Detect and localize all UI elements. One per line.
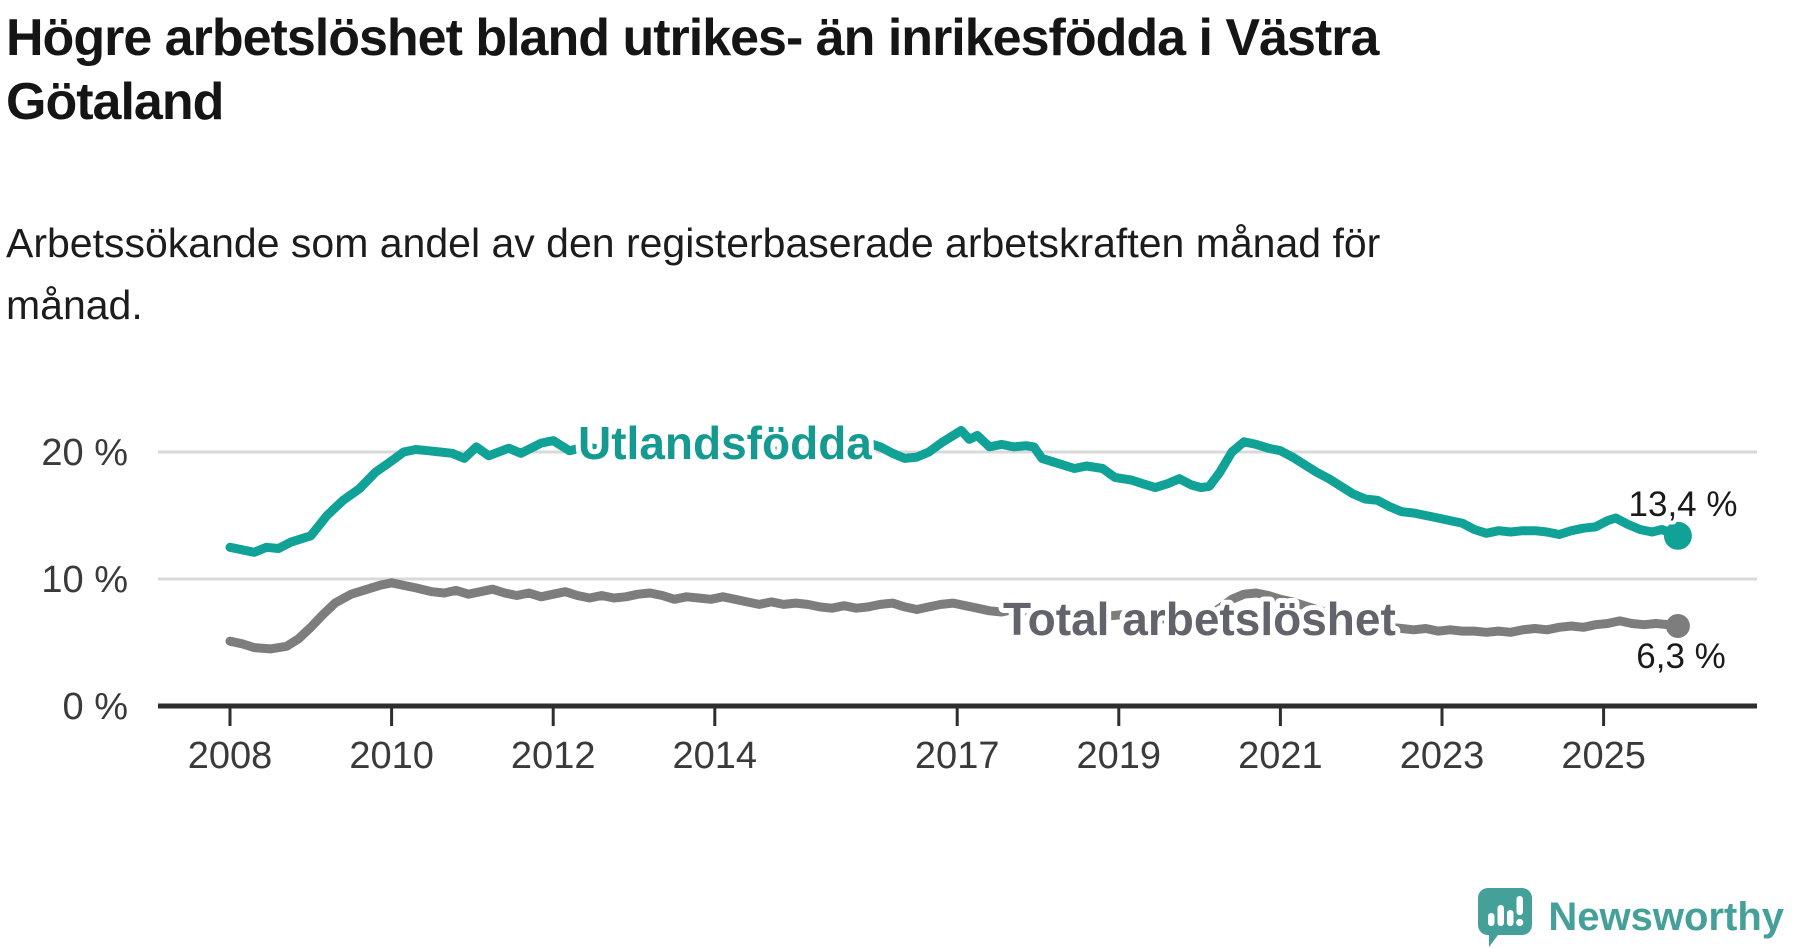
title-line-1: Högre arbetslöshet bland utrikes- än inr… xyxy=(6,9,1379,67)
subtitle-line-2: månad. xyxy=(6,282,143,328)
end-dot-1 xyxy=(1665,614,1690,638)
x-tick-label-2023: 2023 xyxy=(1400,735,1485,777)
newsworthy-logo-text: Newsworthy xyxy=(1548,894,1784,939)
title-line-2: Götaland xyxy=(6,73,224,131)
y-tick-label-20: 20 % xyxy=(41,432,128,474)
x-tick-label-2012: 2012 xyxy=(511,735,596,777)
y-axis-labels: 20 % 10 % 0 % xyxy=(41,432,128,728)
series-line-1 xyxy=(225,578,1683,654)
x-tick-label-2021: 2021 xyxy=(1238,735,1323,777)
newsworthy-logo: Newsworthy xyxy=(1476,886,1784,948)
x-tick-label-2025: 2025 xyxy=(1561,735,1646,777)
end-value-label-utlandsfodda: 13,4 % xyxy=(1629,485,1738,524)
chart-subtitle: Arbetssökande som andel av den registerb… xyxy=(6,212,1686,336)
x-tick-label-2008: 2008 xyxy=(188,735,273,777)
end-point-markers xyxy=(1663,521,1692,638)
x-tick-label-2014: 2014 xyxy=(673,735,758,777)
x-tick-label-2019: 2019 xyxy=(1077,735,1162,777)
x-tick-label-2010: 2010 xyxy=(349,735,434,777)
page-title: Högre arbetslöshet bland utrikes- än inr… xyxy=(6,6,1766,134)
series-line-0 xyxy=(225,425,1683,557)
x-axis xyxy=(158,703,1757,726)
x-tick-label-2017: 2017 xyxy=(915,735,1000,777)
newsworthy-logo-icon xyxy=(1478,888,1533,947)
subtitle-line-1: Arbetssökande som andel av den registerb… xyxy=(6,220,1381,266)
end-dot-0 xyxy=(1663,521,1692,550)
end-value-label-total: 6,3 % xyxy=(1636,637,1726,676)
x-axis-labels: 2008 2010 2012 2014 2017 2019 2021 2023 2025 xyxy=(188,735,1646,777)
series-label-total-arbetsloshet: Total arbetslöshet xyxy=(1003,593,1396,645)
gridlines xyxy=(158,450,1757,581)
line-chart: 20 % 10 % 0 % 2008 2010 2012 2014 2017 2019 2021… xyxy=(41,412,1757,777)
y-tick-label-0: 0 % xyxy=(63,686,128,728)
series-label-utlandsfodda: Utlandsfödda xyxy=(578,417,872,469)
y-tick-label-10: 10 % xyxy=(41,559,128,601)
series-lines xyxy=(225,425,1683,654)
